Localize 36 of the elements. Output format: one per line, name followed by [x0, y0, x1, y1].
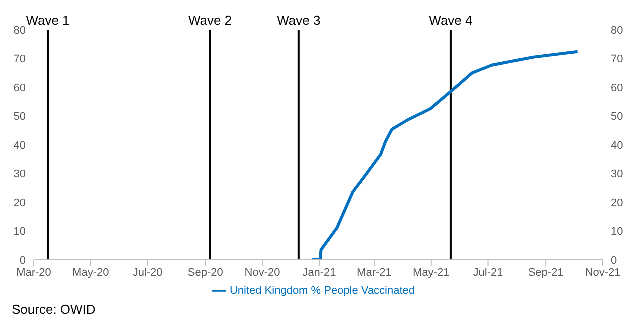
y2-tick-label: 60 [611, 82, 624, 94]
x-tick-label: Nov-20 [244, 266, 280, 279]
y2-tick-label: 40 [611, 140, 624, 152]
y2-tick-label: 50 [611, 111, 624, 124]
y-tick-label: 10 [14, 226, 26, 238]
y-tick-label: 50 [14, 111, 26, 124]
ref-line-label: Wave 2 [188, 13, 232, 28]
y2-tick-label: 10 [611, 226, 624, 238]
y2-tick-label: 20 [611, 197, 624, 210]
x-tick-label: Mar-21 [357, 266, 392, 279]
y-tick-label: 40 [14, 140, 26, 152]
y2-tick-label: 80 [611, 24, 624, 37]
x-tick-label: Jul-20 [132, 266, 163, 279]
y2-tick-label: 30 [611, 168, 624, 181]
y2-tick-label: 70 [611, 54, 624, 66]
y-tick-label: 80 [14, 24, 26, 37]
source-note: Source: OWID [12, 302, 97, 317]
x-tick-label: Nov-21 [585, 266, 621, 279]
x-tick-label: Jan-21 [302, 266, 336, 279]
legend-label: United Kingdom % People Vaccinated [230, 284, 416, 297]
ref-line-label: Wave 4 [429, 13, 473, 28]
x-tick-label: Sep-20 [188, 266, 224, 279]
x-tick-label: May-20 [72, 266, 110, 279]
y-tick-label: 60 [14, 82, 26, 94]
ref-line-label: Wave 1 [26, 13, 70, 28]
y-tick-label: 30 [14, 168, 26, 181]
x-tick-label: Sep-21 [528, 266, 564, 279]
y-tick-label: 20 [14, 197, 26, 210]
y-tick-label: 70 [14, 54, 26, 66]
line-series [310, 50, 580, 260]
x-tick-label: Jul-21 [473, 266, 504, 279]
y-tick-label: 0 [20, 254, 26, 267]
ref-line-label: Wave 3 [277, 13, 321, 28]
x-tick-label: Mar-20 [16, 266, 52, 279]
x-tick-label: May-21 [413, 266, 450, 279]
y2-tick-label: 0 [611, 254, 618, 267]
